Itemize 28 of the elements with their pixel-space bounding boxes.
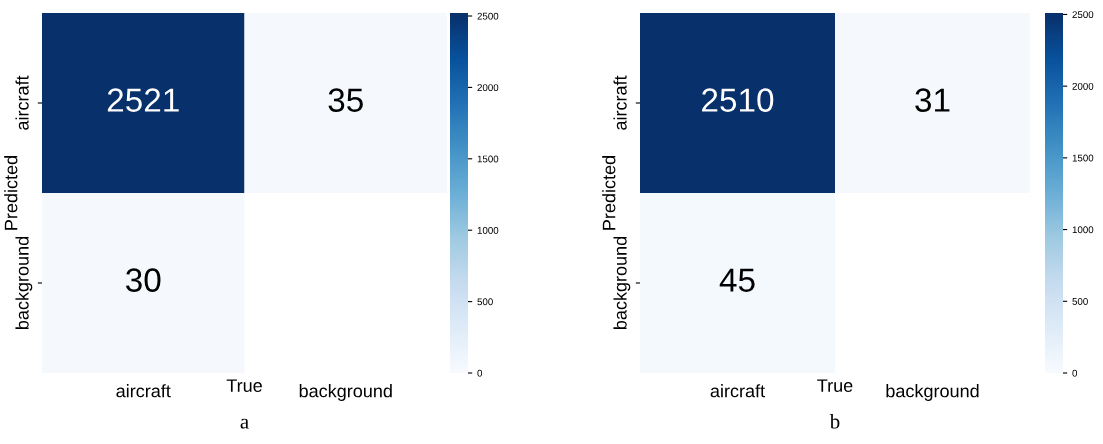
x-tick-label: background (299, 384, 392, 401)
data-label: 2510 (702, 88, 774, 112)
data-label: 35 (328, 88, 363, 112)
x-axis-title: True (226, 379, 262, 392)
color-bar-label: 1000 (1072, 226, 1094, 234)
x-tick-label: background (886, 384, 979, 401)
color-bar-label: 1000 (477, 226, 499, 234)
color-bar-label: 500 (477, 298, 493, 306)
y-axis-title: Predicted (602, 156, 616, 230)
text: b (829, 413, 840, 429)
data-label: 30 (125, 268, 161, 292)
color-bar-label: 500 (1072, 298, 1088, 305)
color-bar-label: 2000 (477, 84, 499, 92)
color-bar-label: 1500 (1072, 154, 1094, 162)
x-tick-label: aircraft (710, 384, 765, 398)
text: a (240, 418, 249, 429)
color-bar-label: 2500 (1072, 11, 1094, 19)
data-label: 45 (719, 268, 755, 292)
x-axis-title: True (817, 379, 853, 392)
color-bar-label: 2500 (477, 12, 499, 20)
color-bar-label: 2000 (1072, 82, 1094, 90)
data-label: 31 (915, 88, 950, 112)
y-axis-title: Predicted (4, 156, 18, 230)
color-bar-label: 0 (1072, 369, 1078, 377)
x-tick-label: aircraft (116, 384, 171, 398)
data-label: 2521 (107, 88, 179, 112)
color-bar-label: 0 (477, 369, 483, 377)
color-bar-label: 1500 (477, 155, 499, 163)
